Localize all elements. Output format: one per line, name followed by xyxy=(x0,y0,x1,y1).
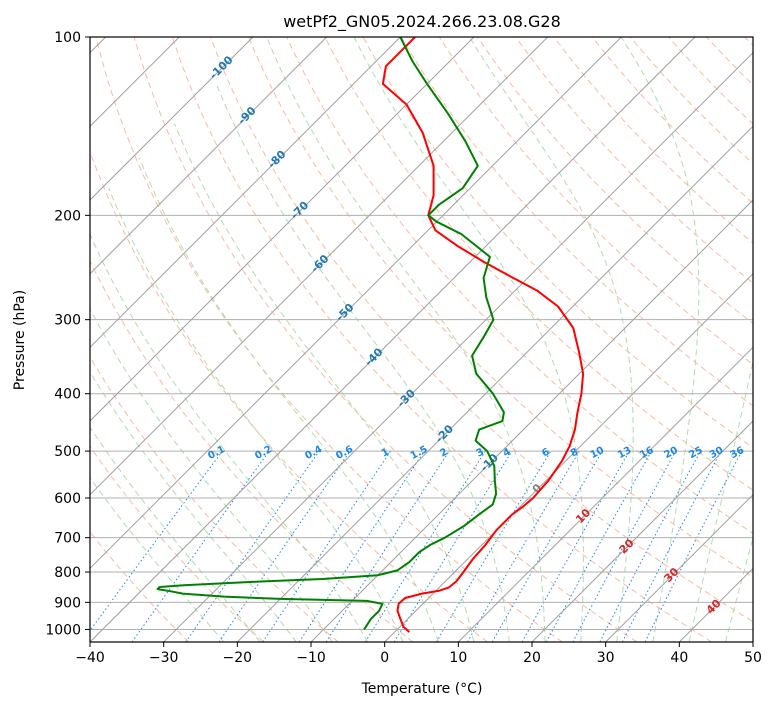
y-tick-label: 300 xyxy=(54,313,81,329)
x-tick-label: 20 xyxy=(523,650,541,666)
y-tick-label: 600 xyxy=(54,491,81,507)
chart-title: wetPf2_GN05.2024.266.23.08.G28 xyxy=(283,12,561,32)
x-tick-label: 50 xyxy=(744,650,762,666)
y-tick-label: 700 xyxy=(54,531,81,547)
y-tick-label: 200 xyxy=(54,208,81,224)
x-tick-label: −40 xyxy=(75,650,105,666)
y-tick-label: 500 xyxy=(54,444,81,460)
y-tick-label: 900 xyxy=(54,595,81,611)
x-tick-label: −30 xyxy=(149,650,179,666)
y-tick-label: 100 xyxy=(54,30,81,46)
x-axis-label: Temperature (°C) xyxy=(361,681,483,697)
x-tick-label: 0 xyxy=(380,650,389,666)
y-axis-label: Pressure (hPa) xyxy=(12,290,28,390)
y-tick-label: 800 xyxy=(54,565,81,581)
x-tick-label: 40 xyxy=(670,650,688,666)
x-tick-label: 10 xyxy=(449,650,467,666)
y-tick-label: 400 xyxy=(54,387,81,403)
x-tick-label: −10 xyxy=(296,650,326,666)
x-tick-label: −20 xyxy=(223,650,253,666)
x-tick-label: 30 xyxy=(597,650,615,666)
y-tick-label: 1000 xyxy=(45,622,81,638)
